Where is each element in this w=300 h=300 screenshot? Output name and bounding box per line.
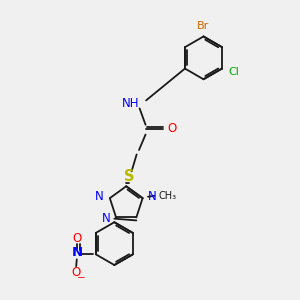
Text: O: O [71,266,80,279]
Text: Br: Br [197,21,210,31]
Text: N: N [148,190,157,203]
Text: N: N [72,246,83,259]
Text: N: N [102,212,111,225]
Text: S: S [124,169,134,184]
Text: O: O [167,122,176,134]
Text: CH₃: CH₃ [159,191,177,201]
Text: N: N [95,190,104,203]
Text: −: − [77,272,85,283]
Text: Cl: Cl [229,67,239,76]
Text: NH: NH [122,98,140,110]
Text: O: O [73,232,82,245]
